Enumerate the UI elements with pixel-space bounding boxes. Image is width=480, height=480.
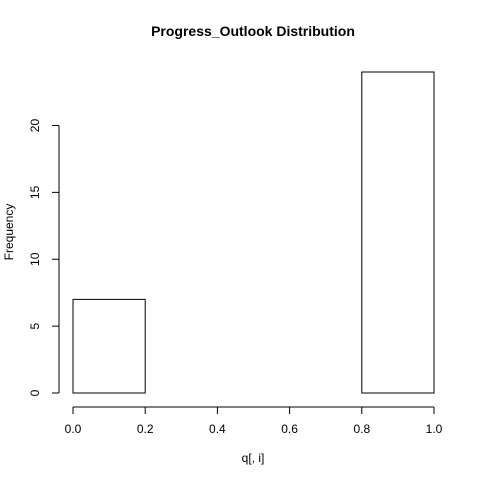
x-tick-label: 1.0 xyxy=(426,422,443,436)
y-tick-label: 20 xyxy=(28,119,42,133)
histogram-bar-4 xyxy=(361,71,435,394)
y-tick-label: 0 xyxy=(28,389,42,396)
histogram-bar-0 xyxy=(72,298,146,394)
x-tick-label: 0.4 xyxy=(209,422,226,436)
bars-group xyxy=(72,71,435,394)
x-axis-ticks: 0.0 0.2 0.4 0.6 0.8 1.0 xyxy=(65,407,443,436)
y-tick-label: 5 xyxy=(28,322,42,329)
x-tick-label: 0.8 xyxy=(353,422,370,436)
x-tick-label: 0.2 xyxy=(137,422,154,436)
y-axis-label: Frequency xyxy=(2,204,16,261)
y-tick-label: 15 xyxy=(28,185,42,199)
x-tick-label: 0.0 xyxy=(65,422,82,436)
y-axis-ticks: 0 5 10 15 20 xyxy=(28,119,59,396)
y-tick-label: 10 xyxy=(28,252,42,266)
x-tick-label: 0.6 xyxy=(281,422,298,436)
x-axis-label: q[, i] xyxy=(242,451,265,465)
chart-title: Progress_Outlook Distribution xyxy=(151,23,355,39)
